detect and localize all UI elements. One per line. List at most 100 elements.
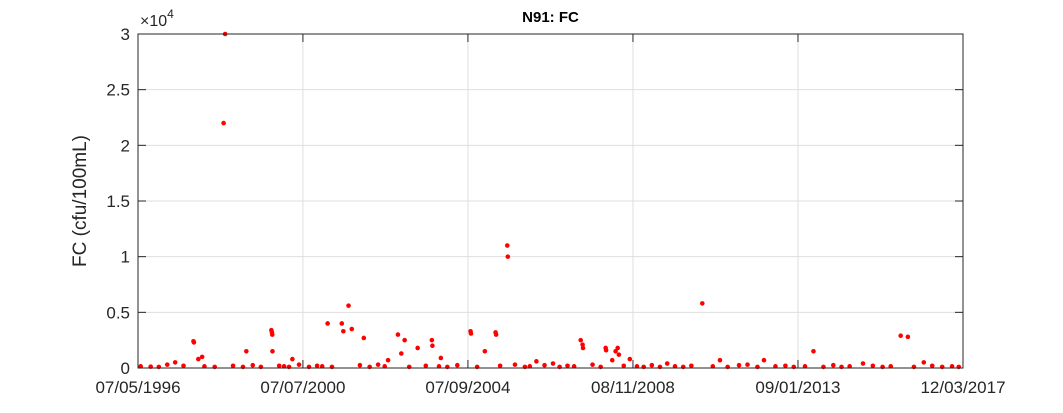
- data-point: [616, 352, 622, 357]
- data-point: [571, 364, 577, 369]
- data-point: [680, 364, 686, 370]
- data-point: [438, 355, 444, 361]
- data-point: [725, 364, 730, 370]
- data-point: [736, 362, 742, 368]
- data-point: [212, 364, 218, 370]
- data-point: [627, 356, 633, 362]
- data-point: [319, 364, 325, 369]
- data-point: [402, 337, 407, 343]
- data-point: [497, 363, 503, 369]
- data-point: [423, 363, 429, 369]
- data-point: [905, 334, 911, 340]
- data-point: [399, 351, 404, 356]
- data-point: [493, 332, 499, 337]
- data-point: [258, 364, 264, 370]
- data-point: [621, 363, 627, 369]
- data-point: [202, 364, 207, 369]
- data-point: [615, 345, 620, 351]
- data-point: [230, 363, 236, 369]
- data-point: [429, 337, 435, 343]
- x-tick-label: 07/07/2000: [260, 378, 345, 397]
- data-point: [250, 362, 256, 368]
- data-point: [276, 363, 282, 369]
- data-point: [590, 362, 595, 367]
- data-point: [468, 331, 474, 336]
- data-point: [921, 360, 927, 365]
- data-point: [689, 363, 694, 369]
- data-point: [415, 345, 420, 351]
- data-point: [361, 335, 367, 341]
- data-point: [783, 363, 788, 369]
- data-point: [430, 343, 435, 349]
- data-point: [296, 362, 302, 367]
- data-point: [755, 364, 760, 370]
- data-point: [657, 364, 663, 370]
- data-point: [710, 364, 716, 369]
- data-point: [522, 364, 528, 370]
- x-tick-label: 09/01/2013: [755, 378, 840, 397]
- data-point: [221, 120, 226, 126]
- y-axis-label: FC (cfu/100mL): [70, 135, 91, 267]
- data-point: [956, 364, 962, 370]
- y-tick-label: 3: [121, 25, 130, 44]
- data-point: [181, 363, 186, 369]
- y-tick-label: 0: [121, 359, 130, 378]
- data-point: [172, 360, 178, 365]
- data-point: [341, 328, 346, 334]
- data-point: [395, 332, 401, 337]
- data-point: [534, 359, 539, 364]
- data-point: [929, 363, 935, 369]
- data-point: [474, 364, 480, 370]
- data-point: [745, 362, 750, 367]
- data-point: [811, 349, 816, 354]
- data-point: [445, 364, 450, 370]
- data-point: [847, 364, 852, 369]
- data-point: [286, 364, 292, 370]
- y-tick-label: 1: [121, 248, 130, 267]
- data-point: [196, 356, 201, 362]
- data-point: [911, 364, 917, 370]
- data-point: [382, 364, 388, 369]
- y-multiplier-base: ×10: [140, 13, 167, 30]
- data-point: [761, 357, 767, 363]
- data-point: [504, 243, 510, 248]
- data-point: [329, 364, 335, 370]
- data-point: [455, 362, 460, 368]
- data-point: [609, 357, 615, 363]
- data-point: [939, 364, 945, 370]
- data-point: [314, 363, 320, 369]
- x-tick-label: 12/03/2017: [920, 378, 1005, 397]
- data-point: [821, 364, 826, 370]
- data-point: [888, 364, 894, 369]
- data-point: [613, 349, 618, 354]
- data-point: [870, 363, 876, 369]
- data-point: [290, 356, 295, 362]
- data-point: [791, 364, 797, 370]
- y-tick-label: 1.5: [106, 192, 130, 211]
- y-multiplier-exponent: 4: [167, 7, 174, 21]
- data-point: [325, 321, 330, 326]
- data-point: [717, 357, 723, 363]
- data-point: [156, 364, 162, 370]
- y-tick-labels: 0 0.5 1 1.5 2 2.5 3: [106, 25, 130, 378]
- data-point: [672, 364, 678, 369]
- data-point: [880, 364, 885, 370]
- data-point: [339, 321, 345, 326]
- data-point: [641, 364, 646, 370]
- data-point: [580, 345, 586, 351]
- data-point: [557, 364, 562, 370]
- data-point: [346, 303, 351, 308]
- data-point: [138, 364, 144, 369]
- x-tick-label: 07/09/2004: [425, 378, 510, 397]
- data-point: [240, 364, 246, 370]
- data-point: [598, 364, 603, 370]
- data-point: [349, 326, 355, 332]
- data-point: [375, 362, 381, 367]
- data-point: [802, 364, 808, 369]
- data-point: [281, 364, 287, 369]
- y-axis-multiplier: ×104: [140, 7, 174, 30]
- data-point: [664, 361, 670, 366]
- data-point: [542, 362, 547, 368]
- data-point: [269, 332, 275, 337]
- y-tick-label: 0.5: [106, 303, 130, 322]
